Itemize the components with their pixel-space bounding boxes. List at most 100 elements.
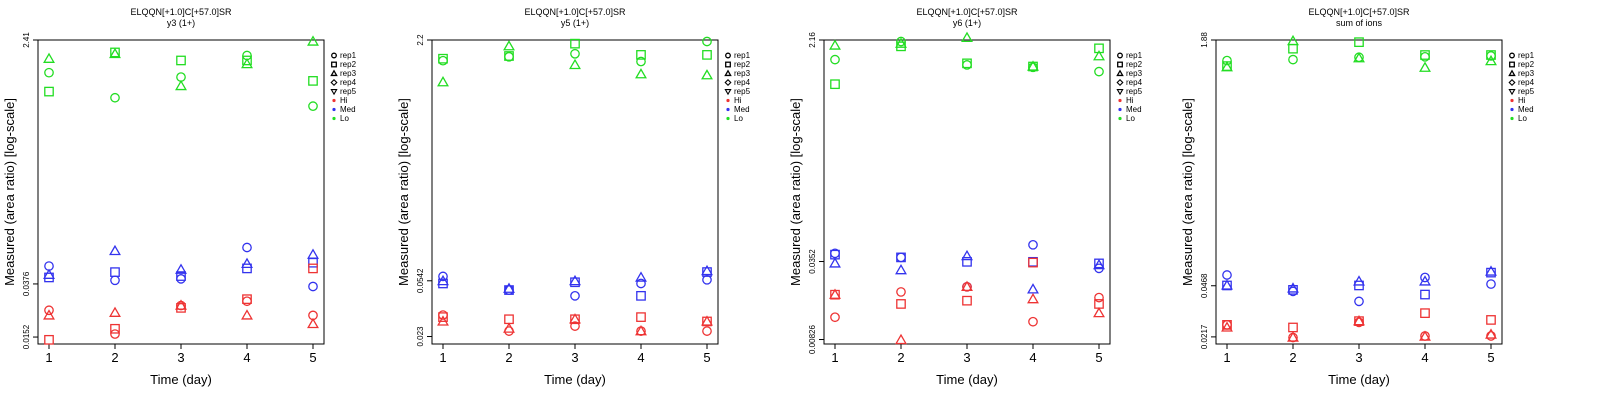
y-tick-label: 0.0376: [22, 271, 31, 296]
data-point: [438, 55, 448, 66]
data-point: [635, 324, 647, 336]
chart-title: ELQQN[+1.0]C[+57.0]SR: [916, 7, 1018, 17]
legend-label: Hi: [340, 96, 348, 105]
data-point: [175, 263, 187, 274]
legend-marker: [724, 88, 732, 96]
x-tick-label: 2: [1289, 350, 1296, 365]
data-point: [504, 314, 514, 325]
y-axis-label: Measured (area ratio) [log-scale]: [2, 98, 17, 286]
data-point: [636, 56, 646, 67]
data-point: [896, 299, 906, 309]
data-point: [437, 274, 449, 286]
legend-label: rep1: [1126, 51, 1143, 60]
legend-label: Lo: [340, 114, 349, 123]
legend-label: Lo: [734, 114, 743, 123]
data-point: [1093, 258, 1105, 270]
data-point: [829, 39, 841, 50]
data-point: [1093, 306, 1105, 318]
legend-label: rep5: [734, 87, 751, 96]
legend-label: Med: [340, 105, 356, 114]
chart-subtitle: y6 (1+): [953, 18, 981, 28]
data-point: [830, 312, 840, 323]
data-point: [1485, 328, 1497, 339]
data-point: [702, 326, 712, 336]
legend-marker: [724, 78, 732, 87]
x-tick-label: 1: [831, 350, 838, 365]
data-point: [569, 313, 581, 324]
data-point: [438, 271, 448, 282]
plot-frame: [823, 39, 1111, 345]
y-axis-label: Measured (area ratio) [log-scale]: [1180, 98, 1195, 286]
legend-label: Lo: [1126, 114, 1135, 123]
data-point: [1419, 61, 1431, 72]
data-point: [1420, 272, 1430, 283]
data-point: [570, 321, 580, 331]
legend-marker: [1116, 69, 1124, 77]
data-point: [895, 333, 907, 345]
data-point: [961, 31, 973, 43]
y-tick-label: 2.41: [22, 32, 31, 48]
legend-label: rep3: [734, 69, 751, 78]
data-point: [308, 281, 318, 292]
legend-label: rep4: [1126, 78, 1143, 87]
legend-marker: [1117, 61, 1123, 68]
data-point: [1486, 315, 1496, 325]
data-point: [176, 271, 186, 281]
data-point: [308, 101, 318, 111]
legend-marker: [724, 69, 732, 77]
data-point: [1028, 257, 1038, 268]
data-point: [1486, 267, 1496, 278]
legend-label: Lo: [1518, 114, 1527, 123]
data-point: [241, 57, 253, 69]
legend-label: rep1: [1518, 51, 1535, 60]
x-tick-label: 4: [1421, 350, 1428, 365]
data-point: [569, 58, 581, 70]
data-point: [829, 288, 841, 299]
data-point: [1420, 289, 1430, 300]
x-tick-label: 5: [1487, 350, 1494, 365]
legend-label: rep2: [1518, 60, 1535, 69]
data-point: [830, 79, 840, 90]
legend-label: rep3: [1126, 69, 1143, 78]
chart-title: ELQQN[+1.0]C[+57.0]SR: [524, 7, 626, 17]
data-point: [308, 257, 318, 268]
data-point: [570, 290, 580, 301]
data-point: [242, 296, 252, 307]
plot-frame: [431, 39, 719, 345]
data-point: [1287, 34, 1299, 46]
data-point: [504, 51, 514, 61]
legend-marker: [330, 69, 338, 77]
data-point: [438, 53, 448, 64]
legend-label: rep4: [1518, 78, 1535, 87]
legend-label: Hi: [1518, 96, 1526, 105]
data-point: [962, 295, 972, 306]
data-point: [438, 310, 448, 320]
data-point: [1420, 50, 1430, 60]
legend-label: rep5: [1518, 87, 1535, 96]
data-point: [569, 274, 581, 286]
y-tick-label: 0.0152: [22, 324, 31, 349]
data-point: [701, 264, 713, 276]
data-point: [176, 55, 186, 66]
x-tick-label: 1: [1223, 350, 1230, 365]
data-point: [636, 312, 646, 322]
data-point: [829, 257, 841, 268]
legend-marker: [1508, 78, 1516, 87]
data-point: [1287, 282, 1299, 293]
data-point: [635, 68, 647, 79]
legend-marker: [726, 116, 730, 121]
legend-label: rep2: [1126, 60, 1143, 69]
legend-marker: [1510, 98, 1514, 103]
data-point: [1353, 275, 1365, 286]
legend-marker: [1510, 107, 1514, 112]
legend-marker: [726, 107, 730, 112]
x-axis-label: Time (day): [1328, 372, 1390, 387]
x-tick-label: 4: [243, 350, 250, 365]
data-point: [109, 47, 121, 59]
data-point: [110, 92, 120, 103]
data-point: [43, 309, 55, 320]
legend-label: Med: [1126, 105, 1142, 114]
legend-label: rep2: [340, 60, 357, 69]
